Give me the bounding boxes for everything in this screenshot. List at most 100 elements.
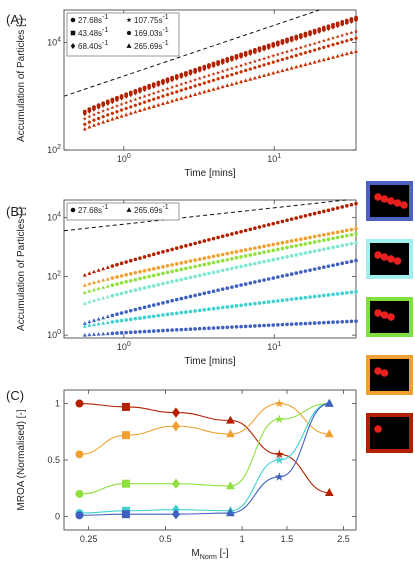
data-point <box>239 229 243 234</box>
data-point <box>220 305 225 310</box>
thumbnail-particle <box>374 193 382 201</box>
data-point <box>216 235 220 240</box>
data-point <box>335 41 340 45</box>
data-point <box>211 289 216 294</box>
data-point <box>138 89 142 94</box>
data-point <box>299 270 303 274</box>
data-point <box>276 275 280 279</box>
data-point <box>92 332 96 336</box>
data-point <box>276 220 280 225</box>
data-point <box>266 323 271 328</box>
data-point <box>349 241 354 246</box>
data-point <box>207 261 211 266</box>
data-point <box>230 57 234 63</box>
data-point <box>274 449 284 459</box>
data-point <box>248 77 253 81</box>
data-point <box>165 280 170 285</box>
data-point <box>349 19 354 24</box>
data-point <box>124 94 128 99</box>
data-point <box>110 99 115 105</box>
data-point <box>308 32 312 37</box>
data-point <box>280 219 285 224</box>
data-point <box>179 88 184 92</box>
data-point <box>271 221 276 226</box>
data-point <box>266 45 271 51</box>
thumbnail-particle <box>387 313 395 321</box>
data-point <box>119 108 124 112</box>
data-point <box>335 23 340 29</box>
data-point <box>322 238 326 243</box>
data-point <box>349 290 354 295</box>
data-point <box>101 295 106 300</box>
data-point <box>115 312 119 317</box>
data-point <box>124 106 128 111</box>
data-point <box>142 94 147 99</box>
data-point <box>179 261 184 265</box>
data-point <box>202 262 207 267</box>
data-point <box>299 296 303 300</box>
data-point <box>124 260 128 264</box>
data-point <box>226 415 235 424</box>
data-point <box>133 90 138 96</box>
data-point <box>345 291 349 295</box>
reference-line <box>63 199 346 232</box>
data-point <box>243 302 248 307</box>
data-point <box>317 233 322 238</box>
data-point <box>326 232 331 236</box>
data-point <box>243 263 248 268</box>
data-point <box>105 294 110 299</box>
chart-panel-3: (C) 0.25 0.5 1 1.5 2.5 0 0.5 1 MNorm [-] MROA (Nor… <box>6 388 357 561</box>
data-point <box>156 272 161 277</box>
data-point <box>115 110 119 114</box>
data-point <box>266 62 271 66</box>
thumbnail-particle <box>380 369 389 377</box>
data-point <box>275 52 280 57</box>
data-point <box>276 323 280 327</box>
data-point <box>285 240 289 244</box>
data-point <box>142 100 147 104</box>
data-point <box>133 270 138 275</box>
data-point <box>133 97 138 102</box>
data-point <box>243 282 248 286</box>
data-point <box>354 240 358 245</box>
thumbnail-column <box>366 181 413 453</box>
data-point <box>266 55 271 59</box>
data-point <box>340 234 345 239</box>
data-point <box>312 240 317 244</box>
data-point <box>92 280 96 285</box>
data-point <box>225 267 230 272</box>
data-point <box>312 294 317 299</box>
data-point <box>202 272 207 277</box>
data-point <box>202 66 207 72</box>
data-point <box>171 407 180 418</box>
x-tick-label: 0.25 <box>80 534 98 544</box>
data-point <box>243 254 248 258</box>
data-point <box>211 270 216 275</box>
data-point <box>349 37 354 42</box>
data-point <box>110 264 115 268</box>
data-point <box>188 85 193 89</box>
data-point <box>147 92 152 97</box>
data-point <box>294 322 299 326</box>
data-point <box>312 321 317 325</box>
data-point <box>96 110 101 115</box>
data-point <box>193 327 197 331</box>
data-point <box>271 43 276 49</box>
data-point <box>321 38 326 43</box>
data-point <box>280 57 285 62</box>
data-point <box>303 44 308 48</box>
data-point <box>87 323 92 327</box>
data-point <box>243 52 248 58</box>
data-point <box>165 270 170 275</box>
data-point <box>284 49 290 54</box>
data-point <box>322 45 326 49</box>
data-point <box>115 282 119 286</box>
data-point <box>161 301 165 305</box>
x-tick-label: 100 <box>117 153 131 164</box>
data-point <box>340 319 345 324</box>
data-point <box>303 33 308 39</box>
data-point <box>188 265 193 270</box>
data-point <box>193 92 198 96</box>
data-point <box>110 283 115 287</box>
